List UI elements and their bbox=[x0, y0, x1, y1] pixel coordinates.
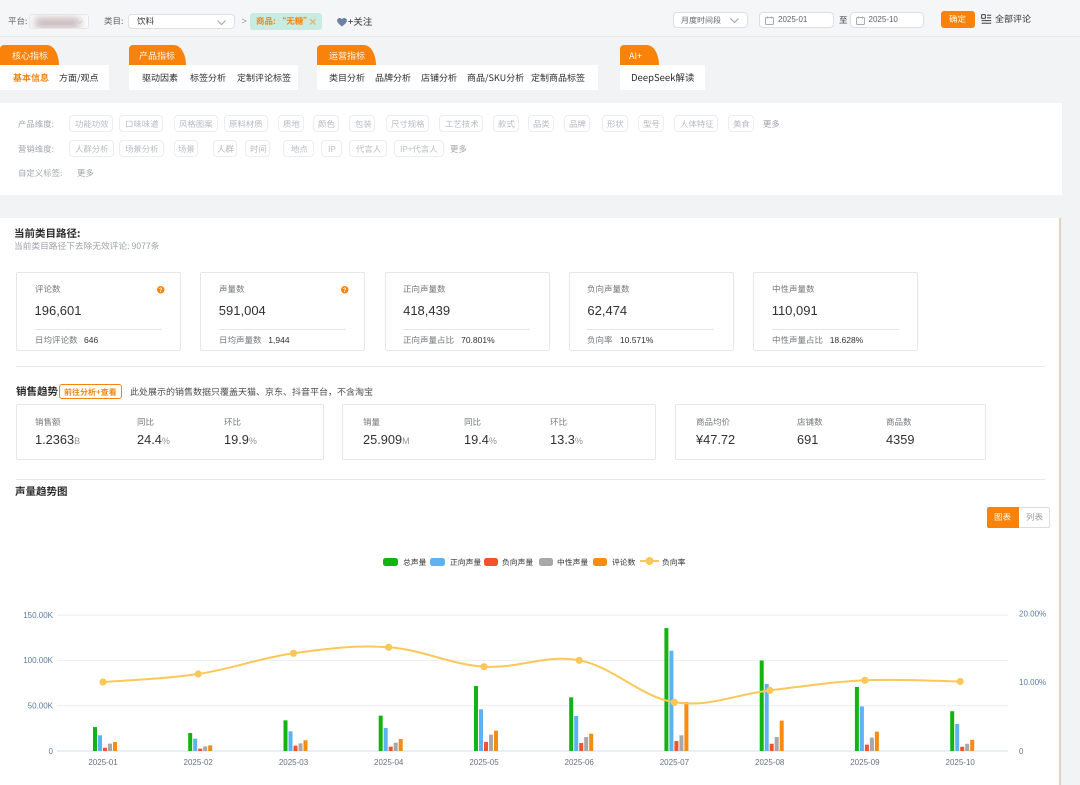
svg-text:?: ? bbox=[158, 288, 162, 294]
svg-text:2025-02: 2025-02 bbox=[184, 758, 214, 767]
svg-text:2025-05: 2025-05 bbox=[469, 758, 499, 767]
svg-text:100.00K: 100.00K bbox=[23, 656, 53, 665]
svg-text:2025-01: 2025-01 bbox=[88, 758, 118, 767]
svg-text:20.00%: 20.00% bbox=[1019, 609, 1046, 618]
svg-text:0: 0 bbox=[1019, 747, 1024, 756]
svg-text:0: 0 bbox=[49, 747, 54, 756]
svg-text:2025-08: 2025-08 bbox=[755, 758, 785, 767]
svg-text:2025-07: 2025-07 bbox=[660, 758, 690, 767]
svg-text:50.00K: 50.00K bbox=[28, 702, 54, 711]
svg-text:10.00%: 10.00% bbox=[1019, 678, 1046, 687]
svg-text:2025-09: 2025-09 bbox=[850, 758, 880, 767]
svg-text:2025-04: 2025-04 bbox=[374, 758, 404, 767]
svg-text:2025-03: 2025-03 bbox=[279, 758, 309, 767]
svg-text:?: ? bbox=[343, 288, 347, 294]
svg-text:2025-06: 2025-06 bbox=[565, 758, 595, 767]
svg-text:2025-10: 2025-10 bbox=[946, 758, 976, 767]
svg-text:150.00K: 150.00K bbox=[23, 611, 53, 620]
